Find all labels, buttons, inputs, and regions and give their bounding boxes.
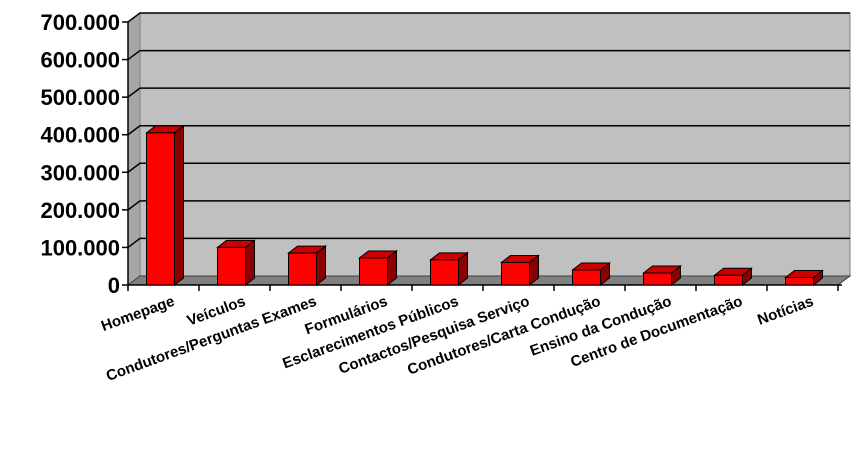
y-tick-labels: 0 100.000 200.000 300.000 400.000 500.000 600.…: [40, 10, 120, 298]
bars: [145, 124, 824, 287]
gridline: [127, 124, 850, 136]
bar-front: [288, 252, 317, 286]
gridline: [127, 49, 850, 61]
bar: [358, 249, 398, 287]
bar-front: [785, 276, 814, 286]
bar-front: [643, 272, 672, 286]
gridline: [127, 12, 850, 23]
bar-front: [501, 261, 530, 286]
bar-front: [217, 246, 246, 286]
y-tick-label: 100.000: [40, 235, 120, 260]
y-tick-label: 400.000: [40, 123, 120, 148]
bar: [571, 261, 611, 287]
y-tick-label: 0: [108, 273, 120, 298]
bar: [784, 269, 824, 287]
bar: [713, 267, 753, 287]
plot-walls: [126, 12, 852, 286]
bar: [500, 254, 540, 287]
bar: [429, 251, 469, 287]
y-tick-label: 600.000: [40, 48, 120, 73]
gridline: [127, 87, 850, 98]
bar-front: [572, 269, 601, 286]
x-tick-label: Notícias: [755, 293, 816, 329]
bar: [145, 124, 185, 287]
bar-side: [245, 239, 255, 287]
bar: [216, 239, 256, 287]
gridline: [127, 162, 850, 173]
gridline: [127, 200, 850, 211]
plot-side-wall: [127, 12, 141, 286]
y-tick-label: 200.000: [40, 198, 120, 223]
bar: [287, 245, 327, 287]
y-tick-label: 700.000: [40, 10, 120, 35]
bar-side: [174, 124, 184, 287]
bar-front: [430, 259, 459, 286]
plot-back-wall: [139, 12, 851, 277]
bar-front: [714, 274, 743, 286]
bar-front: [146, 132, 175, 286]
y-tick-label: 500.000: [40, 85, 120, 110]
bar-front: [359, 257, 388, 286]
gridline: [127, 237, 850, 249]
bar: [642, 264, 682, 287]
x-tick-label: Homepage: [99, 293, 177, 335]
gridlines: [127, 12, 850, 249]
y-tick-label: 300.000: [40, 160, 120, 185]
